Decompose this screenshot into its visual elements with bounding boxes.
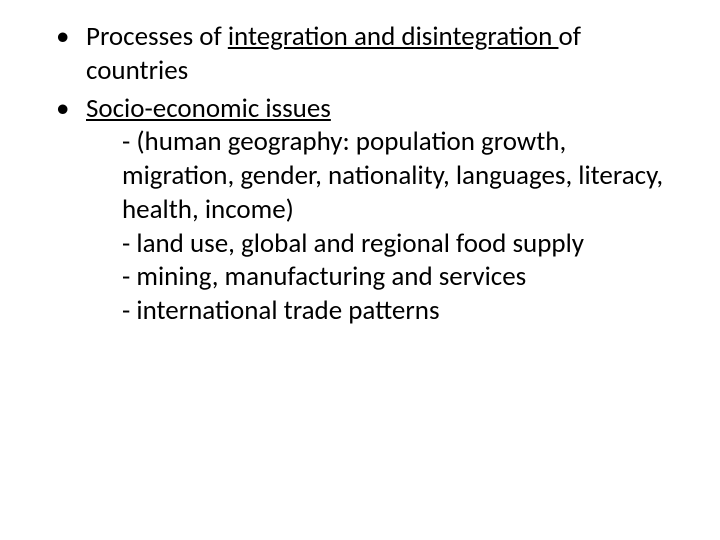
subline-4: - international trade patterns	[86, 294, 670, 328]
subline-3: - mining, manufacturing and services	[86, 260, 670, 294]
bullet1-underlined: integration and disintegration	[228, 20, 559, 53]
bullet1-pre: Processes of	[86, 20, 228, 53]
bullet-item-2: Socio-economic issues - (human geography…	[50, 92, 670, 328]
bullet-item-1: Processes of integration and disintegrat…	[50, 20, 670, 88]
slide-container: Processes of integration and disintegrat…	[0, 0, 720, 540]
bullet2-underlined: Socio-economic issues	[86, 92, 331, 125]
bullet-list: Processes of integration and disintegrat…	[50, 20, 670, 328]
subline-2: - land use, global and regional food sup…	[86, 227, 670, 261]
subline-1: - (human geography: population growth, m…	[86, 125, 670, 226]
